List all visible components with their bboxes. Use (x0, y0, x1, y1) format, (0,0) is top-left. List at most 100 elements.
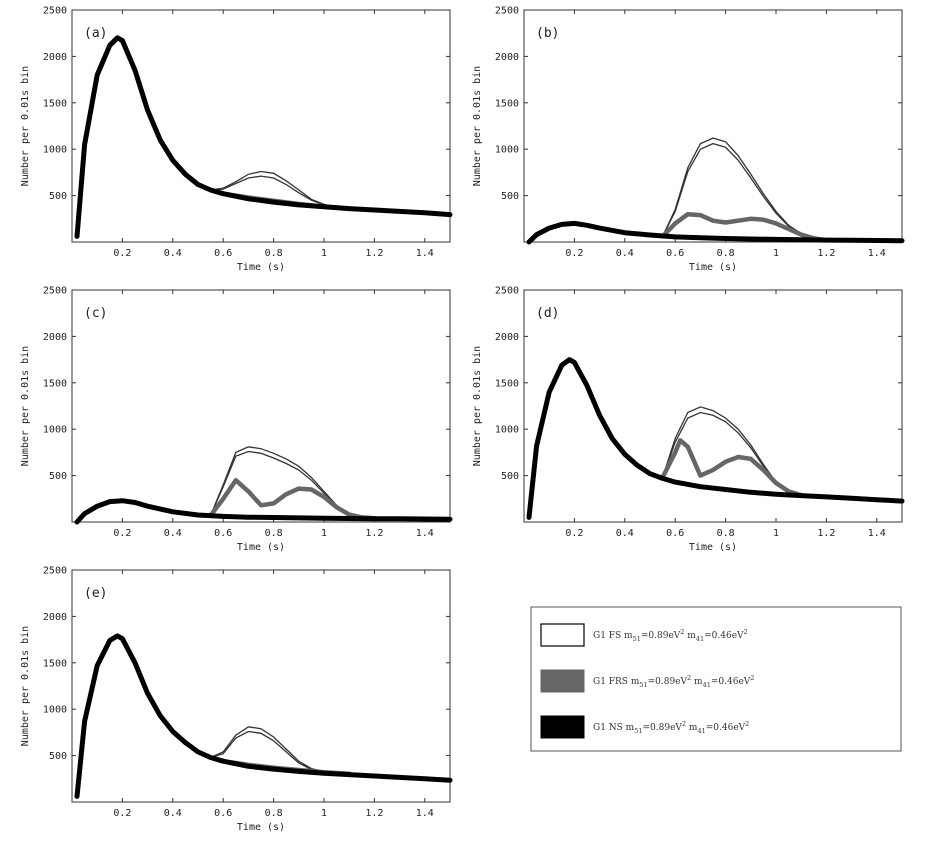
x-axis-label: Time (s) (237, 542, 285, 553)
x-tick-label: 1.4 (416, 528, 434, 539)
x-tick-label: 1.2 (365, 528, 383, 539)
x-tick-label: 0.8 (265, 808, 283, 819)
legend-script: 41 (703, 681, 711, 689)
panel-a: 500 1000 1500 2000 2500 0.2 0.4 0.6 0.8 1 1.2 1.4 Ti… (20, 6, 453, 273)
x-tick-label: 0.2 (113, 528, 131, 539)
x-tick-label: 1.2 (365, 248, 383, 259)
y-tick-label: 1000 (43, 425, 67, 436)
y-tick-label: 2500 (43, 286, 67, 297)
legend-script: 41 (697, 727, 705, 735)
y-tick-label: 1000 (43, 705, 67, 716)
x-tick-label: 0.8 (265, 248, 283, 259)
legend-script: 2 (750, 674, 754, 682)
y-tick-label: 2500 (43, 6, 67, 17)
y-tick-label: 2000 (495, 332, 519, 343)
legend-frame (530, 606, 902, 752)
y-tick-label: 2500 (495, 286, 519, 297)
y-tick-label: 500 (49, 191, 67, 202)
y-axis-label: Number per 0.01s bin (20, 346, 31, 466)
y-tick-label: 1500 (495, 98, 519, 109)
x-axis-label: Time (s) (689, 542, 737, 553)
y-axis-label: Number per 0.01s bin (472, 346, 483, 466)
panel-b: 500 1000 1500 2000 2500 0.2 0.4 0.6 0.8 1 1.2 1.4 Ti… (472, 6, 905, 273)
legend-label-frs: G1 FRS m51=0.89eV2 m41=0.46eV2 (593, 674, 754, 689)
y-tick-label: 500 (49, 471, 67, 482)
panel-label: (e) (84, 586, 107, 601)
series-ns (74, 633, 453, 799)
series-frs (208, 477, 377, 521)
legend-script: 2 (745, 720, 749, 728)
y-tick-label: 2000 (43, 612, 67, 623)
panel-label: (b) (536, 26, 559, 41)
legend-swatch-frs (540, 669, 585, 693)
series-ns (74, 498, 453, 525)
x-tick-label: 0.2 (113, 248, 131, 259)
x-tick-label: 0.8 (717, 248, 735, 259)
legend-text: =0.46eV (706, 723, 746, 733)
panel-c: 500 1000 1500 2000 2500 0.2 0.4 0.6 0.8 1 1.2 1.4 Ti… (20, 286, 453, 553)
x-tick-label: 1.2 (365, 808, 383, 819)
x-tick-label: 0.6 (666, 528, 684, 539)
x-tick-label: 0.4 (616, 248, 634, 259)
legend-script: 41 (696, 635, 704, 643)
series-frs (660, 211, 829, 243)
x-tick-label: 1.2 (817, 528, 835, 539)
legend-text: =0.46eV (704, 631, 744, 641)
legend-text: G1 FRS m (593, 677, 640, 687)
legend-swatch-fs (540, 623, 585, 647)
panel-d: 500 1000 1500 2000 2500 0.2 0.4 0.6 0.8 1 1.2 1.4 Ti… (472, 286, 905, 553)
x-tick-label: 0.2 (565, 528, 583, 539)
panel-label: (c) (84, 306, 107, 321)
y-tick-label: 500 (49, 751, 67, 762)
x-axis-label: Time (s) (237, 822, 285, 833)
legend-text: m (684, 631, 696, 641)
x-tick-label: 1 (773, 248, 779, 259)
y-tick-label: 500 (501, 471, 519, 482)
series-fs-lower (662, 142, 827, 241)
series-ns (526, 357, 905, 520)
x-tick-label: 0.6 (666, 248, 684, 259)
legend-script: 51 (633, 635, 641, 643)
legend-script: 2 (744, 628, 748, 636)
plot-frame (523, 9, 903, 243)
y-tick-label: 2000 (43, 332, 67, 343)
legend-script: 51 (634, 727, 642, 735)
x-tick-label: 0.4 (164, 808, 182, 819)
y-tick-label: 1500 (43, 98, 67, 109)
legend-text: =0.89eV (648, 677, 688, 687)
series-ns (526, 220, 905, 245)
y-axis-label: Number per 0.01s bin (20, 66, 31, 186)
y-axis-label: Number per 0.01s bin (472, 66, 483, 186)
y-tick-label: 1000 (495, 145, 519, 156)
x-tick-label: 1 (321, 528, 327, 539)
legend-text: =0.89eV (641, 631, 681, 641)
x-tick-label: 0.4 (616, 528, 634, 539)
x-tick-label: 1.4 (416, 808, 434, 819)
plot-frame (71, 9, 451, 243)
panel-label: (d) (536, 306, 559, 321)
y-tick-label: 1500 (43, 378, 67, 389)
legend-label-ns: G1 NS m51=0.89eV2 m41=0.46eV2 (593, 720, 749, 735)
series-frs (660, 438, 804, 498)
y-tick-label: 1000 (495, 425, 519, 436)
y-tick-label: 2500 (43, 566, 67, 577)
y-tick-label: 1500 (495, 378, 519, 389)
x-tick-label: 1 (321, 808, 327, 819)
legend-text: G1 NS m (593, 723, 635, 733)
plot-frame (71, 289, 451, 523)
x-tick-label: 0.4 (164, 528, 182, 539)
panel-e: 500 1000 1500 2000 2500 0.2 0.4 0.6 0.8 1 1.2 1.4 Ti… (20, 566, 453, 833)
x-tick-label: 0.2 (565, 248, 583, 259)
x-tick-label: 0.6 (214, 808, 232, 819)
y-axis-label: Number per 0.01s bin (20, 626, 31, 746)
x-tick-label: 1.4 (868, 248, 886, 259)
legend-text: m (691, 677, 703, 687)
x-tick-label: 0.8 (717, 528, 735, 539)
x-axis-label: Time (s) (689, 262, 737, 273)
y-tick-label: 1500 (43, 658, 67, 669)
x-tick-label: 1.4 (868, 528, 886, 539)
x-tick-label: 0.6 (214, 528, 232, 539)
x-tick-label: 1.2 (817, 248, 835, 259)
